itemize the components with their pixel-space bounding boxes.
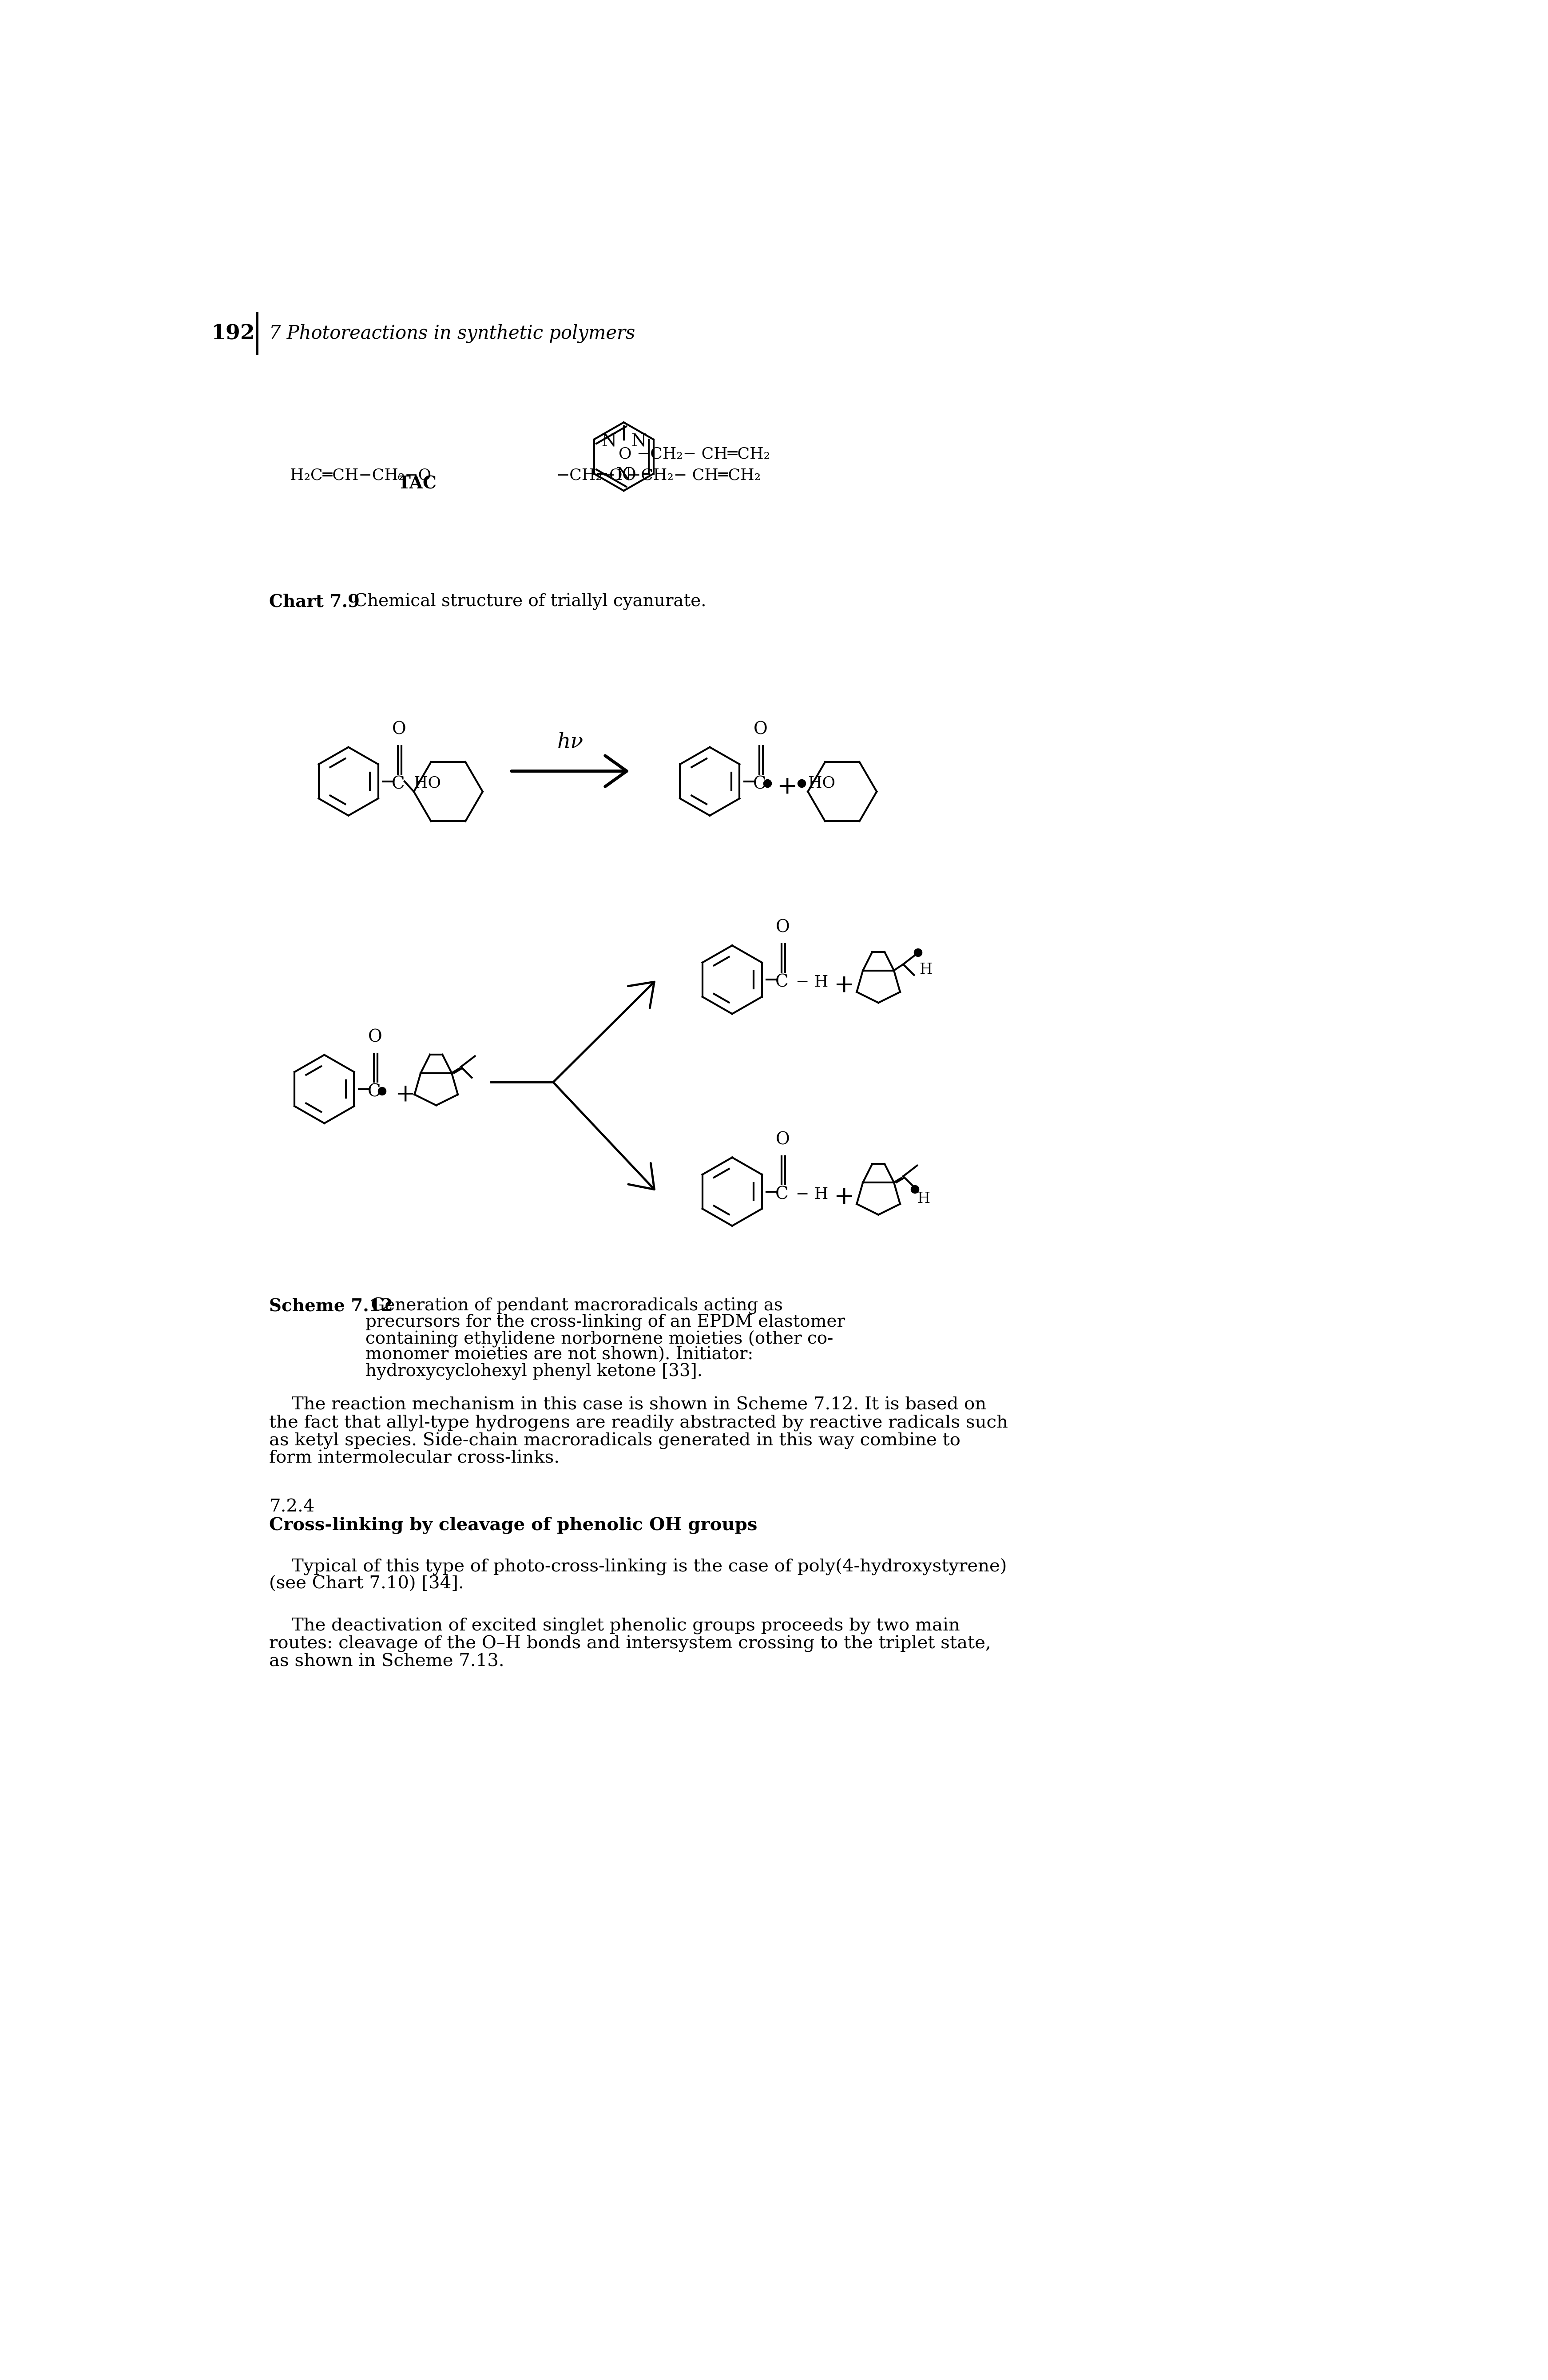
- Text: O: O: [392, 721, 406, 738]
- Text: The deactivation of excited singlet phenolic groups proceeds by two main: The deactivation of excited singlet phen…: [269, 1618, 960, 1635]
- Text: +: +: [395, 1083, 415, 1107]
- Text: Cross-linking by cleavage of phenolic OH groups: Cross-linking by cleavage of phenolic OH…: [269, 1516, 757, 1533]
- Text: O: O: [776, 919, 789, 935]
- Text: routes: cleavage of the O–H bonds and intersystem crossing to the triplet state,: routes: cleavage of the O–H bonds and in…: [269, 1635, 991, 1652]
- Text: N: N: [616, 466, 632, 483]
- Text: HO: HO: [413, 776, 441, 790]
- Text: O: O: [622, 466, 636, 483]
- Text: hydroxycyclohexyl phenyl ketone [33].: hydroxycyclohexyl phenyl ketone [33].: [365, 1364, 703, 1380]
- Text: the fact that allyl-type hydrogens are readily abstracted by reactive radicals s: the fact that allyl-type hydrogens are r…: [269, 1414, 1008, 1430]
- Text: − H: − H: [796, 976, 828, 990]
- Text: 192: 192: [211, 324, 255, 343]
- Text: O −CH₂− CH═CH₂: O −CH₂− CH═CH₂: [610, 469, 760, 483]
- Text: − H: − H: [796, 1188, 828, 1202]
- Text: C: C: [367, 1083, 381, 1100]
- Text: −CH₂−: −CH₂−: [556, 469, 616, 483]
- Text: 7 Photoreactions in synthetic polymers: 7 Photoreactions in synthetic polymers: [269, 324, 635, 343]
- Text: 7.2.4: 7.2.4: [269, 1499, 314, 1516]
- Text: Chart 7.9: Chart 7.9: [269, 593, 359, 609]
- Text: monomer moieties are not shown). Initiator:: monomer moieties are not shown). Initiat…: [365, 1347, 754, 1364]
- Text: H₂C═CH−CH₂−O: H₂C═CH−CH₂−O: [289, 469, 430, 483]
- Text: C: C: [776, 1185, 788, 1202]
- Text: H: H: [916, 1192, 930, 1207]
- Text: +: +: [833, 1185, 854, 1209]
- Text: The reaction mechanism in this case is shown in Scheme 7.12. It is based on: The reaction mechanism in this case is s…: [269, 1397, 986, 1414]
- Text: form intermolecular cross-links.: form intermolecular cross-links.: [269, 1449, 559, 1466]
- Text: N: N: [630, 433, 646, 450]
- Text: containing ethylidene norbornene moieties (other co-: containing ethylidene norbornene moietie…: [365, 1330, 833, 1347]
- Text: H: H: [920, 964, 932, 978]
- Text: as shown in Scheme 7.13.: as shown in Scheme 7.13.: [269, 1654, 505, 1671]
- Text: C: C: [776, 973, 788, 990]
- Text: Chemical structure of triallyl cyanurate.: Chemical structure of triallyl cyanurate…: [348, 593, 706, 609]
- Text: (see Chart 7.10) [34].: (see Chart 7.10) [34].: [269, 1576, 464, 1592]
- Text: O: O: [368, 1028, 382, 1045]
- Text: TAC: TAC: [398, 476, 437, 493]
- Text: hν: hν: [557, 733, 584, 752]
- Text: Scheme 7.12: Scheme 7.12: [269, 1297, 393, 1314]
- Text: Typical of this type of photo-cross-linking is the case of poly(4-hydroxystyrene: Typical of this type of photo-cross-link…: [269, 1559, 1006, 1576]
- Text: O: O: [752, 721, 768, 738]
- Text: C: C: [752, 776, 766, 793]
- Text: HO: HO: [808, 776, 834, 790]
- Text: +: +: [777, 774, 797, 800]
- Text: N: N: [601, 433, 616, 450]
- Text: Generation of pendant macroradicals acting as: Generation of pendant macroradicals acti…: [365, 1297, 783, 1314]
- Text: O −CH₂− CH═CH₂: O −CH₂− CH═CH₂: [618, 447, 769, 462]
- Text: +: +: [833, 973, 854, 997]
- Text: C: C: [392, 776, 404, 793]
- Text: O: O: [776, 1130, 789, 1147]
- Text: precursors for the cross-linking of an EPDM elastomer: precursors for the cross-linking of an E…: [365, 1314, 845, 1330]
- Text: as ketyl species. Side-chain macroradicals generated in this way combine to: as ketyl species. Side-chain macroradica…: [269, 1433, 960, 1449]
